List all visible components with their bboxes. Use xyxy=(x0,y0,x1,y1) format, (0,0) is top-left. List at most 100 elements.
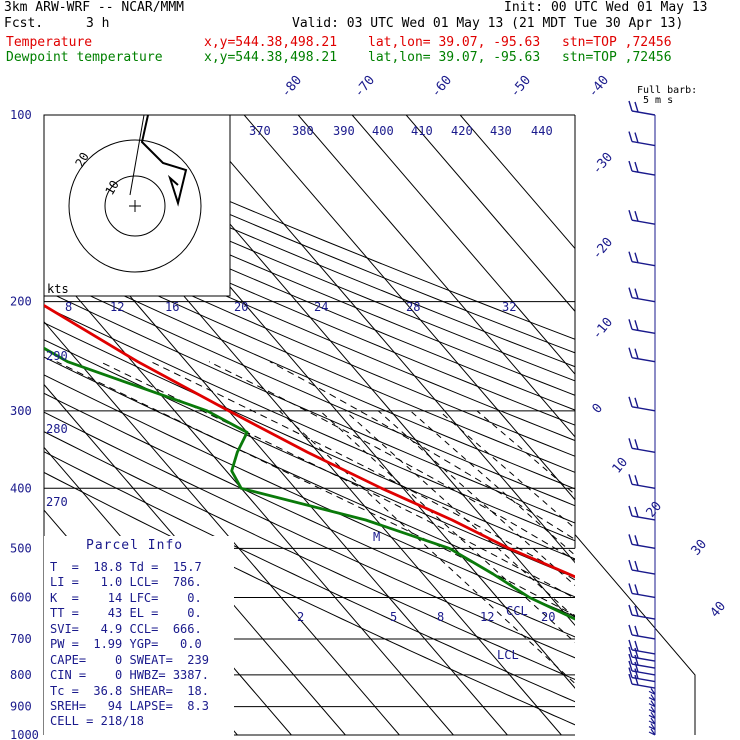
parcel-row-temp: T = 18.8 Td = 15.7 xyxy=(50,560,202,574)
fcst-label: Fcst. xyxy=(4,16,44,31)
side-label: 280 xyxy=(46,422,68,436)
parcel-row-li: LI = 1.0 LCL= 786. xyxy=(50,575,202,589)
dewpoint-xy: x,y=544.38,498.21 xyxy=(204,50,338,65)
dry-adiabat-line xyxy=(44,228,575,457)
dry-adiabat-line xyxy=(44,431,575,681)
theta-label: 380 xyxy=(292,124,314,138)
fcst-value: 3 h xyxy=(86,16,110,31)
isotherm-line xyxy=(189,115,575,564)
moist-adiabat-label: 8 xyxy=(65,300,72,314)
isotherm-line xyxy=(297,115,575,438)
hodograph-ring-10 xyxy=(104,175,166,237)
dewpoint-latlon: lat,lon= 39.07, -95.63 xyxy=(368,50,541,65)
wind-barb xyxy=(628,505,656,521)
pressure-tick-label: 1000 xyxy=(10,728,39,740)
pressure-tick-label: 900 xyxy=(10,700,32,714)
pressure-tick-label: 100 xyxy=(10,108,32,122)
isotherm-label: -60 xyxy=(429,73,456,101)
pressure-tick-label: 200 xyxy=(10,295,32,309)
wind-barb xyxy=(648,694,656,702)
dry-adiabat-line xyxy=(44,471,575,726)
isotherm-label: -80 xyxy=(279,73,306,101)
moist-adiabat-line xyxy=(208,361,575,561)
wind-barb xyxy=(628,347,656,363)
wind-barb xyxy=(628,100,656,116)
wind-barb xyxy=(628,319,656,335)
wind-barb xyxy=(648,688,656,695)
wind-barb xyxy=(628,639,656,655)
mixing-ratio-label: 12 xyxy=(480,610,494,624)
pressure-tick-label: 700 xyxy=(10,632,32,646)
dry-adiabat-line xyxy=(44,159,575,382)
pressure-tick-label: 500 xyxy=(10,541,32,555)
moist-adiabat-label: 20 xyxy=(234,300,248,314)
isotherm-label: -20 xyxy=(590,235,617,263)
valid-time: Valid: 03 UTC Wed 01 May 13 (21 MDT Tue … xyxy=(292,16,684,31)
dry-adiabat-line xyxy=(44,322,575,560)
dry-adiabat-line xyxy=(44,392,575,638)
hodograph-ring-20 xyxy=(68,139,202,273)
theta-label: 440 xyxy=(531,124,553,138)
dry-adiabat-line xyxy=(44,200,575,426)
pressure-tick-label: 300 xyxy=(10,404,32,418)
isotherm-label: -30 xyxy=(590,150,617,178)
theta-label: 400 xyxy=(372,124,394,138)
wind-barb xyxy=(628,673,656,689)
pressure-tick-label: 800 xyxy=(10,668,32,682)
parcel-row-cin: CIN = 0 HWBZ= 3387. xyxy=(50,668,209,682)
parcel-row-k: K = 14 LFC= 0. xyxy=(50,591,202,605)
mixing-ratio-line xyxy=(278,410,575,685)
moist-adiabat-label: 12 xyxy=(110,300,124,314)
dry-adiabat-line xyxy=(44,339,575,579)
mixing-ratio-line xyxy=(319,410,575,644)
wind-barb xyxy=(648,700,656,708)
wind-barb xyxy=(628,559,656,575)
mixing-ratio-label: 20 xyxy=(541,610,555,624)
moist-adiabat-label: 28 xyxy=(406,300,420,314)
wind-barb xyxy=(648,723,656,731)
wind-barb xyxy=(648,706,656,714)
wind-barb xyxy=(628,604,656,620)
hodograph-ring-label: 20 xyxy=(72,150,91,170)
wind-barb xyxy=(628,396,656,412)
isotherm-line xyxy=(243,115,575,501)
parcel-row-cape: CAPE= 0 SWEAT= 239 xyxy=(50,653,209,667)
hodograph-trace xyxy=(140,114,188,207)
dewpoint-stn: stn=TOP ,72456 xyxy=(562,50,672,65)
wind-barb xyxy=(628,653,656,669)
wind-barb xyxy=(628,667,656,683)
ccl-marker: CCL xyxy=(506,604,528,618)
side-label: 290 xyxy=(46,349,68,363)
lcl-marker: LCL xyxy=(497,648,519,662)
parcel-row-sreh: SREH= 94 LAPSE= 8.3 xyxy=(50,699,209,713)
wind-barb xyxy=(648,717,656,725)
wind-barb xyxy=(628,660,656,676)
dry-adiabat-line xyxy=(44,273,575,507)
isotherm-label: -40 xyxy=(586,73,613,101)
isotherm-line xyxy=(351,115,575,375)
moist-adiabat-label: 32 xyxy=(502,300,516,314)
wind-barb xyxy=(628,583,656,599)
pressure-tick-label: 600 xyxy=(10,590,32,604)
model-title: 3km ARW-WRF -- NCAR/MMM xyxy=(4,0,185,15)
dry-adiabat-line xyxy=(44,186,575,411)
mixing-ratio-label: 8 xyxy=(437,610,444,624)
moist-adiabat-label: 24 xyxy=(314,300,328,314)
isotherm-label: -50 xyxy=(508,73,535,101)
hodograph-stem xyxy=(129,114,145,196)
dry-adiabat-line xyxy=(44,356,575,598)
mixing-ratio-line xyxy=(438,410,575,530)
frame-skew-edge xyxy=(574,534,696,735)
temperature-legend: Temperature xyxy=(6,35,93,50)
temperature-stn: stn=TOP ,72456 xyxy=(562,35,672,50)
side-label: 270 xyxy=(46,495,68,509)
isotherm-label: 30 xyxy=(689,537,711,559)
barb-key-label: Full barb: xyxy=(637,85,697,96)
isotherm-label: -10 xyxy=(590,315,617,343)
dry-adiabat-line xyxy=(44,305,575,542)
isotherm-label: 10 xyxy=(610,455,632,477)
moist-adiabat-line xyxy=(150,361,575,581)
isotherm-label: 40 xyxy=(708,599,730,621)
isotherm-line xyxy=(44,321,400,735)
dry-adiabat-line xyxy=(44,172,575,396)
